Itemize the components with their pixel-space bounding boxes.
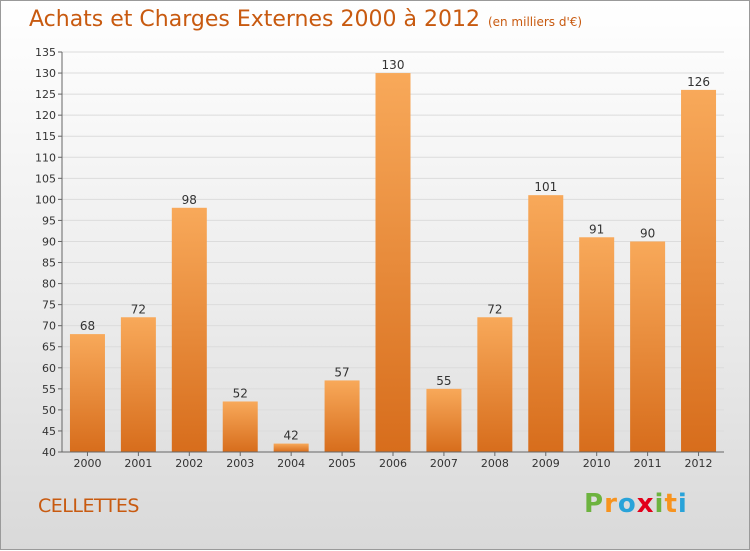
- x-tick-label: 2005: [328, 457, 356, 470]
- x-tick-label: 2003: [226, 457, 254, 470]
- bar-value-label: 72: [131, 302, 146, 316]
- bar: [528, 195, 564, 452]
- y-tick-label: 110: [35, 151, 56, 164]
- bar-value-label: 101: [534, 180, 557, 194]
- logo-letter: o: [617, 489, 637, 519]
- x-tick-label: 2009: [532, 457, 560, 470]
- bar: [477, 317, 513, 452]
- x-tick-label: 2012: [685, 457, 713, 470]
- y-tick-label: 95: [42, 214, 56, 227]
- y-tick-label: 105: [35, 172, 56, 185]
- x-tick-label: 2004: [277, 457, 305, 470]
- x-tick-label: 2010: [583, 457, 611, 470]
- y-tick-label: 100: [35, 193, 56, 206]
- y-tick-label: 50: [42, 404, 56, 417]
- chart-subtitle: (en milliers d'€): [487, 15, 583, 29]
- logo-letter: r: [604, 489, 618, 519]
- bar-value-label: 130: [382, 58, 405, 72]
- bar-value-label: 90: [640, 226, 655, 240]
- logo-letter: i: [677, 489, 688, 519]
- bar-value-label: 42: [284, 429, 299, 443]
- y-axis: 40 45 50 55 60 65 70 75 80 85 90 95 100 105 110 115 120 1…: [35, 46, 63, 459]
- y-tick-label: 85: [42, 257, 56, 270]
- bar: [375, 73, 411, 452]
- bar-value-label: 68: [80, 319, 95, 333]
- y-tick-label: 125: [35, 88, 56, 101]
- bar: [171, 207, 207, 452]
- x-tick-label: 2011: [634, 457, 662, 470]
- y-tick-label: 55: [42, 383, 56, 396]
- x-tick-label: 2006: [379, 457, 407, 470]
- x-tick-label: 2008: [481, 457, 509, 470]
- x-tick-label: 2000: [73, 457, 101, 470]
- bars: 68 72 98 52 42 57 130 55 72 101 91 90 126: [69, 58, 717, 452]
- x-tick-label: 2002: [175, 457, 203, 470]
- chart-title: Achats et Charges Externes 2000 à 2012 (e…: [29, 7, 582, 32]
- bar: [120, 317, 156, 452]
- x-axis: 2000 2001 2002 2003 2004 2005 2006 2007 2008 2009…: [62, 451, 724, 470]
- bar-value-label: 98: [182, 193, 197, 207]
- y-tick-label: 80: [42, 278, 56, 291]
- y-tick-label: 70: [42, 320, 56, 333]
- bar: [579, 237, 615, 452]
- x-tick-label: 2007: [430, 457, 458, 470]
- logo-letter: P: [584, 489, 605, 519]
- bar-value-label: 55: [436, 374, 451, 388]
- y-tick-label: 135: [35, 46, 56, 59]
- bar: [681, 89, 717, 452]
- y-tick-label: 115: [35, 130, 56, 143]
- y-tick-label: 130: [35, 67, 56, 80]
- y-tick-label: 45: [42, 425, 56, 438]
- bar-value-label: 91: [589, 222, 604, 236]
- y-tick-label: 65: [42, 341, 56, 354]
- x-tick-label: 2001: [124, 457, 152, 470]
- y-tick-label: 120: [35, 109, 56, 122]
- bar-value-label: 72: [487, 302, 502, 316]
- place-name: CELLETTES: [38, 495, 139, 517]
- y-tick-label: 75: [42, 299, 56, 312]
- bar: [69, 334, 105, 452]
- bar: [426, 388, 462, 452]
- title-text: Achats et Charges Externes 2000 à 2012: [29, 7, 480, 32]
- bar: [630, 241, 666, 452]
- bar-value-label: 57: [334, 365, 349, 379]
- bar: [273, 443, 309, 452]
- logo-letter: t: [664, 489, 678, 519]
- logo-letter: i: [654, 489, 665, 519]
- proxiti-logo[interactable]: Proxiti: [584, 489, 688, 519]
- bar: [324, 380, 360, 452]
- y-tick-label: 40: [42, 446, 56, 459]
- y-tick-label: 90: [42, 235, 56, 248]
- bar-value-label: 52: [233, 386, 248, 400]
- bar-value-label: 126: [687, 75, 710, 89]
- logo-letter: x: [636, 489, 655, 519]
- y-tick-label: 60: [42, 362, 56, 375]
- bar: [222, 401, 258, 452]
